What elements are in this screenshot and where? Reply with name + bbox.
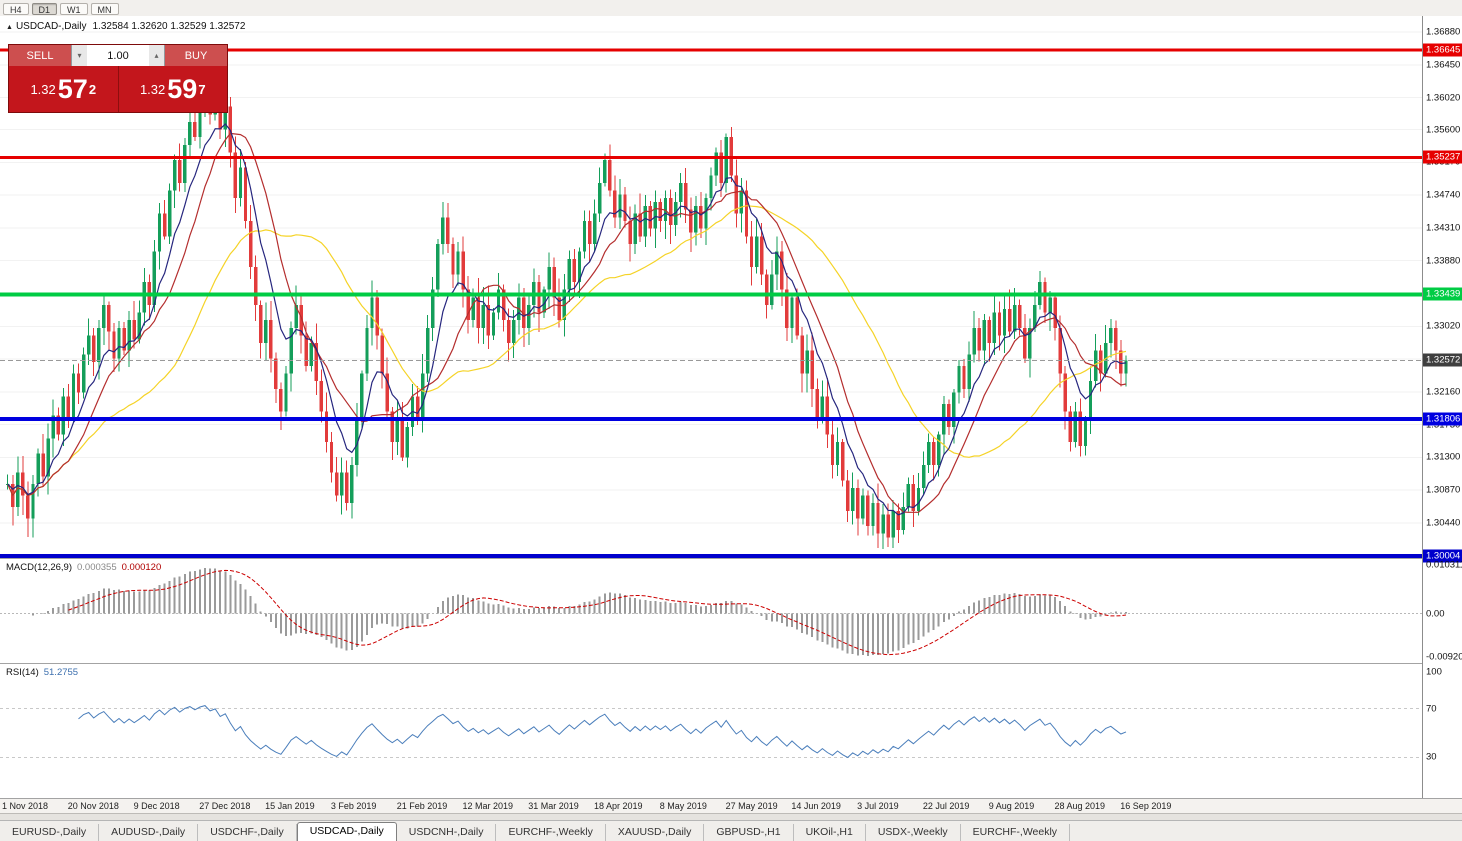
- date-label: 18 Apr 2019: [594, 801, 643, 811]
- timeframe-toolbar: H4 D1 W1 MN: [0, 0, 1462, 17]
- date-label: 3 Feb 2019: [330, 801, 377, 811]
- tab-audusd-daily[interactable]: AUDUSD-,Daily: [99, 824, 199, 841]
- price-line-badge: 1.31806: [1423, 412, 1462, 426]
- price-tick-label: 1.36450: [1426, 59, 1461, 71]
- chart-tab-bar: EURUSD-,Daily AUDUSD-,Daily USDCHF-,Daily U…: [0, 820, 1462, 841]
- tab-xauusd-daily[interactable]: XAUUSD-,Daily: [606, 824, 705, 841]
- price-tick-label: 1.33020: [1426, 320, 1461, 332]
- buy-price[interactable]: 1.32 59 7: [118, 66, 227, 112]
- rsi-axis-label: 30: [1426, 751, 1437, 763]
- tab-gbpusd-h1[interactable]: GBPUSD-,H1: [704, 824, 794, 841]
- buy-price-main: 59: [167, 73, 198, 104]
- chart-title: ▲ USDCAD-,Daily 1.32584 1.32620 1.32529 1.…: [6, 21, 245, 32]
- rsi-indicator-label: RSI(14) 51.2755: [6, 667, 78, 678]
- macd-axis-label: -0.009203: [1426, 651, 1462, 663]
- macd-name: MACD(12,26,9): [6, 562, 72, 573]
- price-tick-label: 1.36880: [1426, 26, 1461, 38]
- chart-ohlc-values: 1.32584 1.32620 1.32529 1.32572: [92, 21, 246, 32]
- price-tick-label: 1.30870: [1426, 484, 1461, 496]
- panel-separator[interactable]: [0, 663, 1462, 664]
- price-axis[interactable]: 1.368801.364501.360201.356001.351701.347…: [1422, 16, 1462, 798]
- horizontal-scrollbar[interactable]: [0, 813, 1462, 821]
- price-tick-label: 1.34740: [1426, 189, 1461, 201]
- macd-main-value: 0.000355: [77, 562, 117, 573]
- buy-price-prefix: 1.32: [139, 81, 166, 97]
- tab-eurchf-weekly[interactable]: EURCHF-,Weekly: [961, 824, 1071, 841]
- volume-up-icon[interactable]: ▴: [149, 45, 164, 66]
- macd-indicator-label: MACD(12,26,9) 0.000355 0.000120: [6, 562, 161, 573]
- timeframe-w1[interactable]: W1: [60, 3, 88, 15]
- rsi-axis-label: 100: [1426, 666, 1442, 678]
- price-tick-label: 1.32160: [1426, 386, 1461, 398]
- date-label: 8 May 2019: [659, 801, 707, 811]
- date-label: 3 Jul 2019: [857, 801, 899, 811]
- price-tick-label: 1.30440: [1426, 517, 1461, 529]
- volume-input[interactable]: [87, 45, 149, 66]
- tab-usdcad-daily[interactable]: USDCAD-,Daily: [296, 822, 397, 841]
- date-label: 9 Aug 2019: [988, 801, 1035, 811]
- date-label: 22 Jul 2019: [922, 801, 970, 811]
- sell-button[interactable]: SELL: [9, 45, 71, 66]
- rsi-name: RSI(14): [6, 667, 39, 678]
- date-label: 9 Dec 2018: [133, 801, 180, 811]
- date-label: 16 Sep 2019: [1120, 801, 1172, 811]
- date-label: 15 Jan 2019: [265, 801, 315, 811]
- date-label: 12 Mar 2019: [462, 801, 514, 811]
- price-line-badge: 1.30004: [1423, 549, 1462, 563]
- date-label: 14 Jun 2019: [791, 801, 841, 811]
- timeframe-h4[interactable]: H4: [3, 3, 29, 15]
- tab-usdchf-daily[interactable]: USDCHF-,Daily: [198, 824, 297, 841]
- tab-usdx-weekly[interactable]: USDX-,Weekly: [866, 824, 961, 841]
- tab-eurusd-daily[interactable]: EURUSD-,Daily: [0, 824, 100, 841]
- price-tick-label: 1.36020: [1426, 92, 1461, 104]
- price-line-badge: 1.35237: [1423, 150, 1462, 164]
- current-price-badge: 1.32572: [1423, 353, 1462, 367]
- price-line-badge: 1.36645: [1423, 43, 1462, 57]
- date-label: 27 May 2019: [725, 801, 778, 811]
- price-line-badge: 1.33439: [1423, 287, 1462, 301]
- timeframe-d1[interactable]: D1: [31, 3, 58, 15]
- timeframe-mn[interactable]: MN: [90, 3, 119, 15]
- rsi-value: 51.2755: [43, 667, 79, 678]
- tab-ukoil-h1[interactable]: UKOil-,H1: [794, 824, 866, 841]
- date-label: 21 Feb 2019: [396, 801, 448, 811]
- volume-down-icon[interactable]: ▾: [72, 45, 87, 66]
- buy-button[interactable]: BUY: [165, 45, 227, 66]
- price-chart-canvas[interactable]: [0, 16, 1422, 558]
- chart-collapse-icon[interactable]: ▲: [6, 24, 13, 31]
- sell-price-pip: 2: [88, 81, 97, 97]
- panel-separator[interactable]: [0, 558, 1462, 559]
- chart-symbol-label: USDCAD-,Daily: [15, 21, 87, 32]
- rsi-canvas[interactable]: [0, 664, 1422, 798]
- price-tick-label: 1.35600: [1426, 124, 1461, 136]
- tab-eurchf-weekly[interactable]: EURCHF-,Weekly: [496, 824, 606, 841]
- date-label: 28 Aug 2019: [1054, 801, 1106, 811]
- macd-axis-label: 0.010311: [1426, 559, 1462, 571]
- price-tick-label: 1.33880: [1426, 255, 1461, 267]
- macd-canvas[interactable]: [0, 559, 1422, 663]
- volume-control: ▾ ▴: [71, 45, 165, 66]
- buy-price-pip: 7: [198, 81, 206, 97]
- rsi-axis-label: 70: [1426, 703, 1437, 715]
- tab-usdcnh-daily[interactable]: USDCNH-,Daily: [397, 824, 497, 841]
- sell-price-prefix: 1.32: [30, 81, 56, 97]
- sell-price[interactable]: 1.32 57 2: [9, 66, 119, 112]
- date-label: 1 Nov 2018: [2, 801, 49, 811]
- price-tick-label: 1.34310: [1426, 222, 1461, 234]
- macd-axis-label: 0.00: [1426, 608, 1445, 620]
- date-label: 20 Nov 2018: [67, 801, 119, 811]
- sell-price-main: 57: [57, 73, 88, 104]
- date-label: 27 Dec 2018: [199, 801, 251, 811]
- time-axis[interactable]: 1 Nov 2018 20 Nov 2018 9 Dec 2018 27 Dec 20…: [0, 798, 1462, 814]
- macd-signal-value: 0.000120: [121, 562, 162, 573]
- date-label: 31 Mar 2019: [528, 801, 579, 811]
- price-tick-label: 1.31300: [1426, 451, 1461, 463]
